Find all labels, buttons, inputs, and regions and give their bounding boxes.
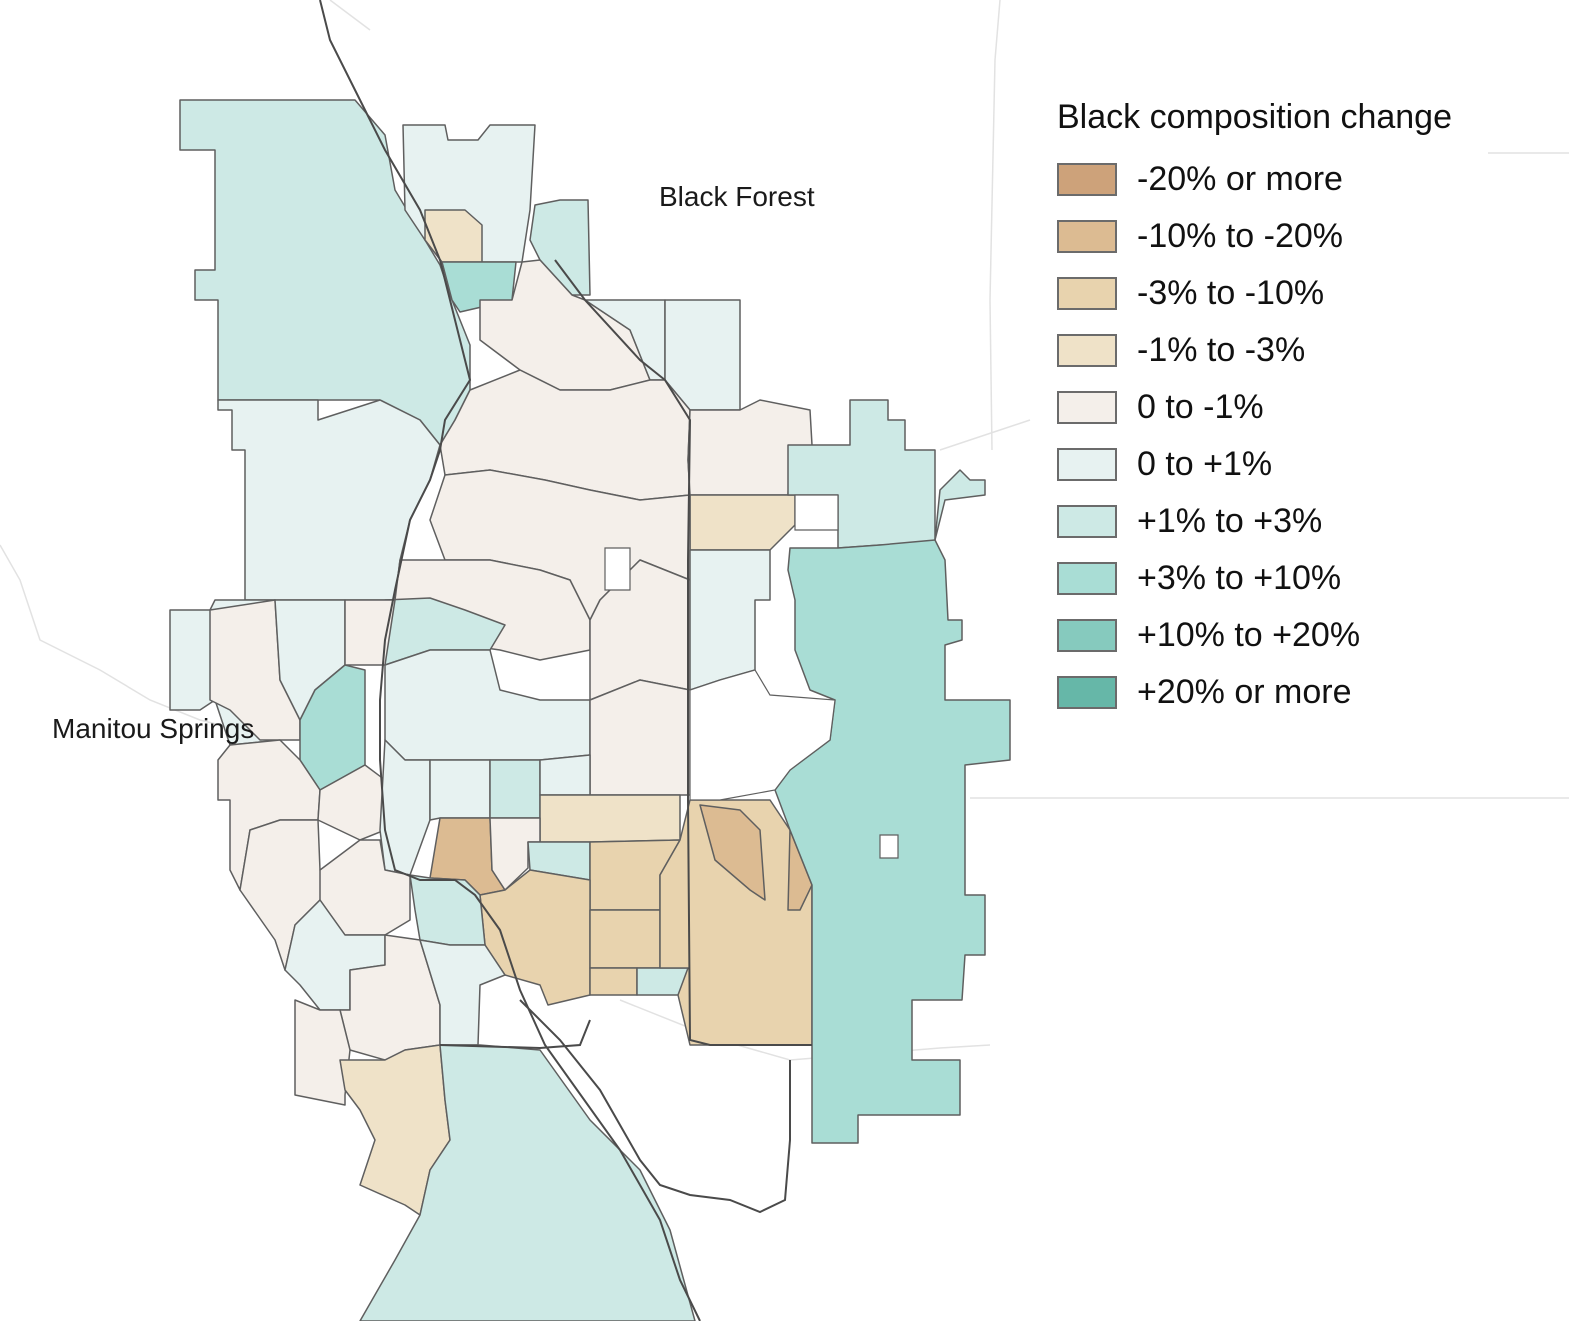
legend-item: 0 to -1% — [1057, 379, 1452, 436]
legend-swatch — [1057, 220, 1117, 253]
legend-item: +20% or more — [1057, 664, 1452, 721]
legend-swatch — [1057, 334, 1117, 367]
tract-c11 — [489, 759, 541, 819]
white-gaps — [604, 494, 899, 859]
tract-s8 — [589, 967, 638, 996]
tract-south — [359, 1044, 696, 1321]
legend: Black composition change -20% or more -10… — [1057, 98, 1452, 721]
legend-swatch — [1057, 676, 1117, 709]
legend-item: +10% to +20% — [1057, 607, 1452, 664]
legend-label: +10% to +20% — [1137, 616, 1361, 654]
tract-s7 — [589, 909, 661, 969]
legend-label: +20% or more — [1137, 673, 1352, 711]
place-label-black-forest: Black Forest — [659, 181, 815, 212]
tract-w12 — [294, 999, 351, 1106]
legend-label: -1% to -3% — [1137, 331, 1306, 369]
legend-item: -10% to -20% — [1057, 208, 1452, 265]
tract-c10 — [429, 759, 491, 821]
legend-rows: -20% or more -10% to -20% -3% to -10% -1% t… — [1057, 151, 1452, 721]
legend-title: Black composition change — [1057, 98, 1453, 136]
tract-polygons — [169, 99, 1011, 1321]
legend-label: -20% or more — [1137, 160, 1343, 198]
legend-swatch — [1057, 277, 1117, 310]
tract-c6 — [384, 649, 591, 761]
place-label-manitou-springs: Manitou Springs — [52, 713, 255, 744]
tract-ne4 — [689, 549, 771, 691]
tract-se2 — [699, 804, 766, 901]
legend-item: 0 to +1% — [1057, 436, 1452, 493]
legend-item: -3% to -10% — [1057, 265, 1452, 322]
legend-label: -3% to -10% — [1137, 274, 1325, 312]
tract-c9 — [379, 739, 431, 876]
tract-e2 — [934, 469, 986, 541]
legend-label: +3% to +10% — [1137, 559, 1342, 597]
legend-item: +3% to +10% — [1057, 550, 1452, 607]
legend-swatch — [1057, 391, 1117, 424]
tract-s1 — [539, 794, 681, 843]
tract-c7 — [589, 679, 691, 796]
legend-item: -20% or more — [1057, 151, 1452, 208]
legend-label: -10% to -20% — [1137, 217, 1343, 255]
legend-swatch — [1057, 505, 1117, 538]
major-roads — [319, 0, 812, 1321]
legend-swatch — [1057, 448, 1117, 481]
legend-swatch — [1057, 163, 1117, 196]
legend-item: +1% to +3% — [1057, 493, 1452, 550]
legend-label: 0 to -1% — [1137, 388, 1264, 426]
legend-swatch — [1057, 562, 1117, 595]
tract-c12 — [539, 754, 591, 796]
legend-item: -1% to -3% — [1057, 322, 1452, 379]
tract-c14 — [419, 939, 506, 1046]
tract-s3 — [489, 817, 541, 891]
legend-label: 0 to +1% — [1137, 445, 1273, 483]
legend-swatch — [1057, 619, 1117, 652]
tract-ne2 — [689, 494, 796, 551]
legend-label: +1% to +3% — [1137, 502, 1323, 540]
background-roads — [0, 0, 1569, 1061]
